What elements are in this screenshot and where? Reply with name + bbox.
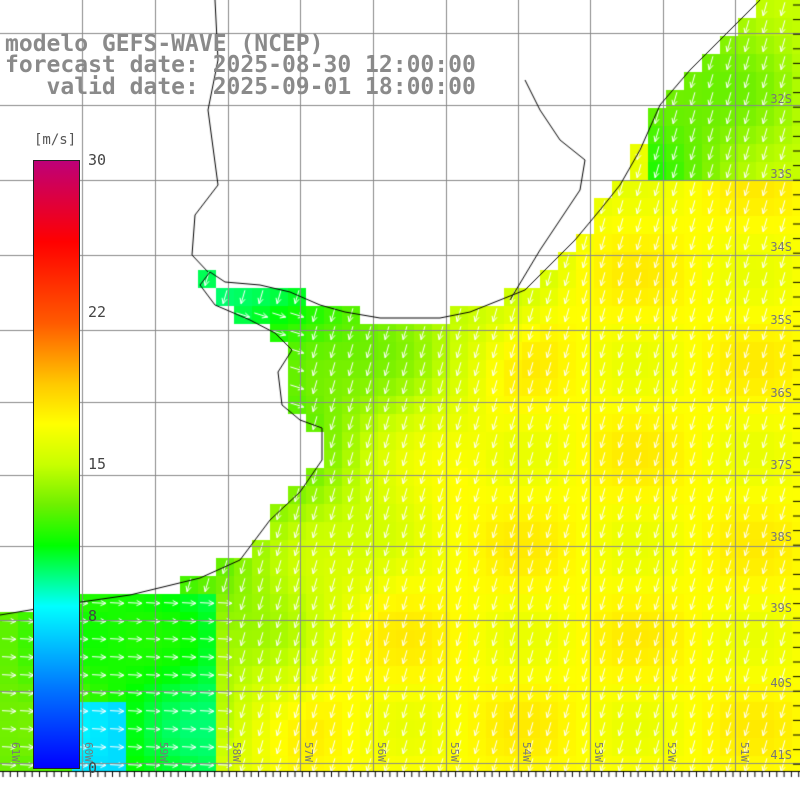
longitude-label: 54W (520, 742, 533, 762)
latitude-label: 35S (770, 313, 792, 327)
colorbar-tick: 0 (88, 759, 98, 777)
latitude-label: 38S (770, 530, 792, 544)
longitude-label: 53W (592, 742, 605, 762)
colorbar-tick: 22 (88, 303, 107, 321)
latitude-label: 36S (770, 386, 792, 400)
longitude-label: 61W (9, 742, 22, 762)
title-forecast-date: forecast date: 2025-08-30 12:00:00 (5, 52, 476, 78)
latitude-label: 41S (770, 748, 792, 762)
colorbar-unit: [m/s] (34, 132, 77, 148)
latitude-label: 40S (770, 676, 792, 690)
longitude-label: 57W (302, 742, 315, 762)
longitude-label: 60W (82, 742, 95, 762)
title-valid-date: valid date: 2025-09-01 18:00:00 (5, 74, 476, 100)
title-model: modelo GEFS-WAVE (NCEP) (5, 31, 324, 57)
latitude-label: 32S (770, 92, 792, 106)
longitude-label: 56W (375, 742, 388, 762)
longitude-label: 58W (230, 742, 243, 762)
longitude-label: 52W (665, 742, 678, 762)
longitude-label: 51W (738, 742, 751, 762)
latitude-label: 37S (770, 458, 792, 472)
latitude-label: 33S (770, 167, 792, 181)
colorbar-tick: 30 (88, 151, 107, 169)
colorbar-tick: 15 (88, 455, 107, 473)
longitude-label: 55W (448, 742, 461, 762)
latitude-label: 34S (770, 240, 792, 254)
longitude-label: 59W (157, 742, 170, 762)
colorbar (33, 160, 80, 769)
latitude-label: 39S (770, 601, 792, 615)
colorbar-tick: 8 (88, 607, 98, 625)
